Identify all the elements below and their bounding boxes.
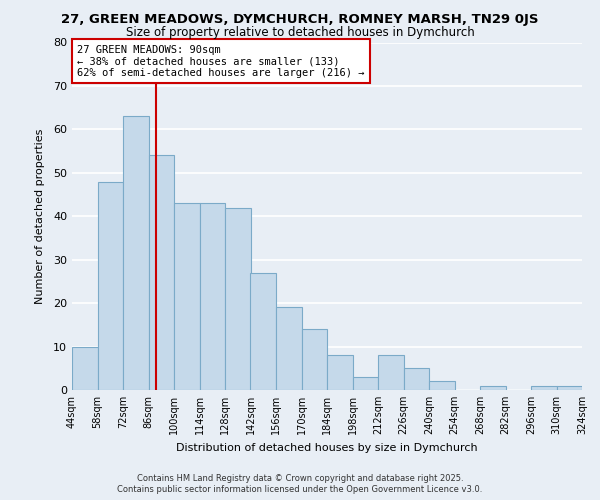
Bar	[97, 182, 123, 390]
Bar	[123, 116, 149, 390]
X-axis label: Distribution of detached houses by size in Dymchurch: Distribution of detached houses by size …	[176, 442, 478, 452]
Bar	[149, 156, 174, 390]
Text: 27 GREEN MEADOWS: 90sqm
← 38% of detached houses are smaller (133)
62% of semi-d: 27 GREEN MEADOWS: 90sqm ← 38% of detache…	[77, 44, 365, 78]
Text: Size of property relative to detached houses in Dymchurch: Size of property relative to detached ho…	[125, 26, 475, 39]
Bar	[302, 329, 327, 390]
Bar	[199, 203, 225, 390]
Bar	[531, 386, 557, 390]
Bar	[225, 208, 251, 390]
Bar	[251, 272, 276, 390]
Text: 27, GREEN MEADOWS, DYMCHURCH, ROMNEY MARSH, TN29 0JS: 27, GREEN MEADOWS, DYMCHURCH, ROMNEY MAR…	[61, 12, 539, 26]
Y-axis label: Number of detached properties: Number of detached properties	[35, 128, 44, 304]
Bar	[72, 346, 97, 390]
Bar	[174, 203, 199, 390]
Bar	[480, 386, 505, 390]
Bar	[429, 382, 455, 390]
Text: Contains HM Land Registry data © Crown copyright and database right 2025.
Contai: Contains HM Land Registry data © Crown c…	[118, 474, 482, 494]
Bar	[276, 308, 302, 390]
Bar	[353, 377, 378, 390]
Bar	[378, 355, 404, 390]
Bar	[327, 355, 353, 390]
Bar	[557, 386, 582, 390]
Bar	[404, 368, 429, 390]
